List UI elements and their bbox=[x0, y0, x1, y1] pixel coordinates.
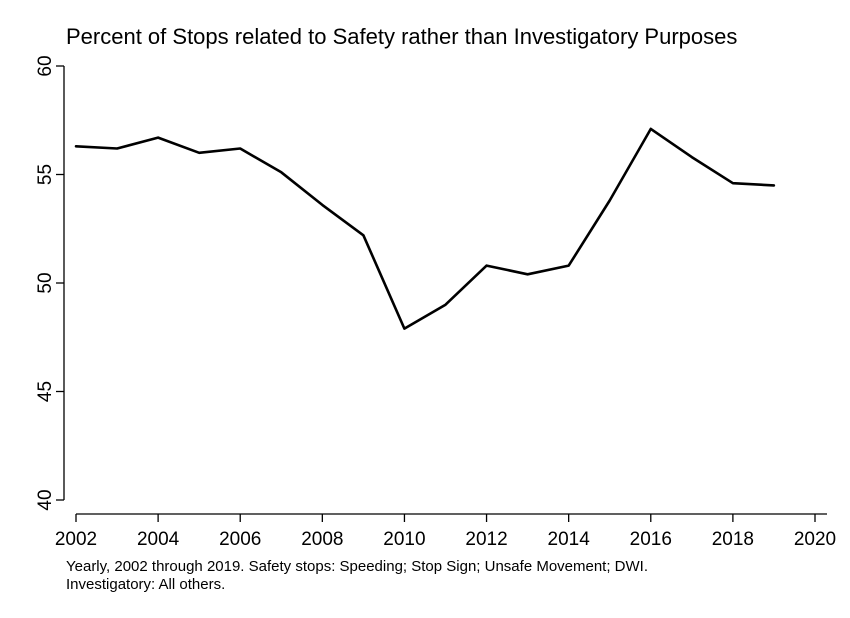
y-tick-label-45: 45 bbox=[35, 381, 56, 402]
plot-area: 40 45 50 55 60 2002 2004 2006 2008 2010 2012 2014 20… bbox=[35, 55, 836, 550]
x-tick-label-2010: 2010 bbox=[383, 529, 425, 550]
x-tick-label-2004: 2004 bbox=[137, 529, 180, 550]
series-line-0 bbox=[74, 127, 776, 330]
y-tick-label-40: 40 bbox=[35, 489, 56, 510]
chart-title: Percent of Stops related to Safety rathe… bbox=[66, 24, 737, 49]
x-tick-label-2008: 2008 bbox=[301, 529, 343, 550]
y-tick-label-55: 55 bbox=[35, 164, 56, 185]
x-tick-label-2018: 2018 bbox=[712, 529, 754, 550]
chart-note-line-2: Investigatory: All others. bbox=[66, 576, 225, 593]
x-tick-label-2016: 2016 bbox=[630, 529, 672, 550]
x-tick-label-2020: 2020 bbox=[794, 529, 836, 550]
x-tick-label-2002: 2002 bbox=[55, 529, 97, 550]
y-tick-label-60: 60 bbox=[35, 55, 56, 76]
x-tick-label-2006: 2006 bbox=[219, 529, 261, 550]
x-tick-label-2014: 2014 bbox=[548, 529, 591, 550]
x-tick-label-2012: 2012 bbox=[465, 529, 507, 550]
chart-note-line-1: Yearly, 2002 through 2019. Safety stops:… bbox=[66, 558, 648, 575]
y-tick-label-50: 50 bbox=[35, 272, 56, 293]
